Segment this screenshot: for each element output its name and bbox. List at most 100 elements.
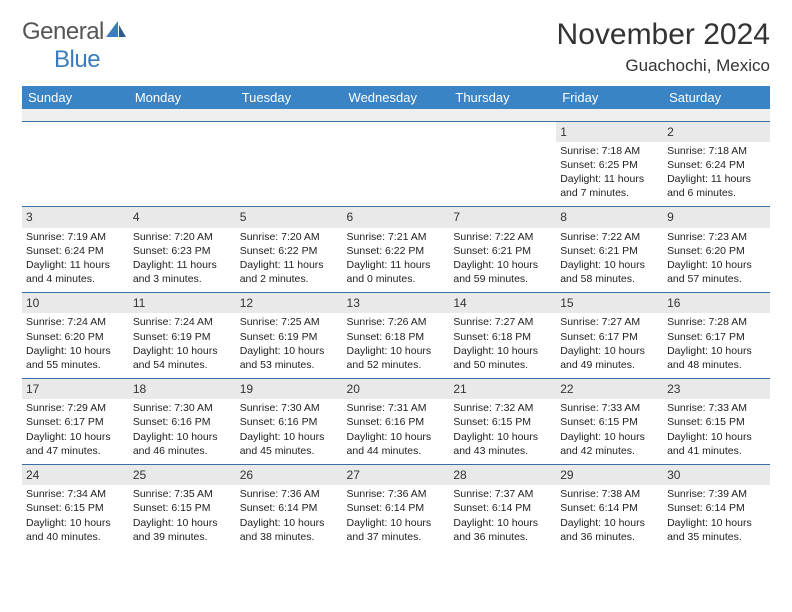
calendar-day-cell: 29Sunrise: 7:38 AMSunset: 6:14 PMDayligh… bbox=[556, 465, 663, 550]
calendar-day-cell: 6Sunrise: 7:21 AMSunset: 6:22 PMDaylight… bbox=[343, 207, 450, 293]
daylight-text-2: and 48 minutes. bbox=[667, 358, 766, 372]
daylight-text-2: and 6 minutes. bbox=[667, 186, 766, 200]
day-body: Sunrise: 7:19 AMSunset: 6:24 PMDaylight:… bbox=[22, 228, 129, 293]
daylight-text-2: and 36 minutes. bbox=[453, 530, 552, 544]
day-body: Sunrise: 7:29 AMSunset: 6:17 PMDaylight:… bbox=[22, 399, 129, 464]
calendar-day-cell: 12Sunrise: 7:25 AMSunset: 6:19 PMDayligh… bbox=[236, 293, 343, 379]
day-number: 12 bbox=[236, 293, 343, 313]
day-body: Sunrise: 7:20 AMSunset: 6:22 PMDaylight:… bbox=[236, 228, 343, 293]
calendar-empty-cell bbox=[343, 121, 450, 207]
sunset-text: Sunset: 6:21 PM bbox=[453, 244, 552, 258]
calendar-day-cell: 17Sunrise: 7:29 AMSunset: 6:17 PMDayligh… bbox=[22, 379, 129, 465]
sunrise-text: Sunrise: 7:22 AM bbox=[453, 230, 552, 244]
sunset-text: Sunset: 6:17 PM bbox=[560, 330, 659, 344]
location: Guachochi, Mexico bbox=[557, 56, 770, 76]
day-body: Sunrise: 7:20 AMSunset: 6:23 PMDaylight:… bbox=[129, 228, 236, 293]
sunset-text: Sunset: 6:16 PM bbox=[347, 415, 446, 429]
sunset-text: Sunset: 6:25 PM bbox=[560, 158, 659, 172]
day-body: Sunrise: 7:30 AMSunset: 6:16 PMDaylight:… bbox=[129, 399, 236, 464]
day-number: 4 bbox=[129, 207, 236, 227]
sunrise-text: Sunrise: 7:27 AM bbox=[453, 315, 552, 329]
sunset-text: Sunset: 6:17 PM bbox=[667, 330, 766, 344]
day-number: 30 bbox=[663, 465, 770, 485]
calendar-day-cell: 25 Sunrise: 7:35 AMSunset: 6:15 PMDayligh… bbox=[129, 465, 236, 550]
calendar-week-row: 10Sunrise: 7:24 AMSunset: 6:20 PMDayligh… bbox=[22, 293, 770, 379]
calendar-day-cell: 18Sunrise: 7:30 AMSunset: 6:16 PMDayligh… bbox=[129, 379, 236, 465]
sunrise-text: Sunrise: 7:30 AM bbox=[240, 401, 339, 415]
sunset-text: Sunset: 6:14 PM bbox=[453, 501, 552, 515]
daylight-text-1: Daylight: 10 hours bbox=[667, 430, 766, 444]
daylight-text-1: Daylight: 11 hours bbox=[26, 258, 125, 272]
sunrise-text: Sunrise: 7:33 AM bbox=[667, 401, 766, 415]
day-number: 18 bbox=[129, 379, 236, 399]
logo-text-blue: Blue bbox=[54, 46, 100, 73]
calendar-day-cell: 28Sunrise: 7:37 AMSunset: 6:14 PMDayligh… bbox=[449, 465, 556, 550]
sunrise-text: Sunrise: 7:18 AM bbox=[667, 144, 766, 158]
daylight-text-1: Daylight: 10 hours bbox=[453, 430, 552, 444]
calendar-day-cell: 15Sunrise: 7:27 AMSunset: 6:17 PMDayligh… bbox=[556, 293, 663, 379]
day-number: 17 bbox=[22, 379, 129, 399]
daylight-text-2: and 43 minutes. bbox=[453, 444, 552, 458]
day-number: 13 bbox=[343, 293, 450, 313]
calendar-day-cell: 20Sunrise: 7:31 AMSunset: 6:16 PMDayligh… bbox=[343, 379, 450, 465]
calendar-day-cell: 13Sunrise: 7:26 AMSunset: 6:18 PMDayligh… bbox=[343, 293, 450, 379]
sunrise-text: Sunrise: 7:35 AM bbox=[133, 487, 232, 501]
weekday-header: Saturday bbox=[663, 86, 770, 109]
daylight-text-1: Daylight: 10 hours bbox=[347, 516, 446, 530]
sunset-text: Sunset: 6:15 PM bbox=[667, 415, 766, 429]
daylight-text-2: and 58 minutes. bbox=[560, 272, 659, 286]
day-number: 11 bbox=[129, 293, 236, 313]
sunrise-text: Sunrise: 7:28 AM bbox=[667, 315, 766, 329]
day-body: Sunrise: 7:30 AMSunset: 6:16 PMDaylight:… bbox=[236, 399, 343, 464]
day-number: 10 bbox=[22, 293, 129, 313]
day-number: 28 bbox=[449, 465, 556, 485]
day-body: Sunrise: 7:24 AMSunset: 6:20 PMDaylight:… bbox=[22, 313, 129, 378]
weekday-header: Tuesday bbox=[236, 86, 343, 109]
day-number: 29 bbox=[556, 465, 663, 485]
day-body: Sunrise: 7:27 AMSunset: 6:18 PMDaylight:… bbox=[449, 313, 556, 378]
sunset-text: Sunset: 6:14 PM bbox=[560, 501, 659, 515]
calendar-day-cell: 10Sunrise: 7:24 AMSunset: 6:20 PMDayligh… bbox=[22, 293, 129, 379]
daylight-text-1: Daylight: 10 hours bbox=[26, 430, 125, 444]
sunset-text: Sunset: 6:20 PM bbox=[26, 330, 125, 344]
calendar-day-cell: 9Sunrise: 7:23 AMSunset: 6:20 PMDaylight… bbox=[663, 207, 770, 293]
sunrise-text: Sunrise: 7:32 AM bbox=[453, 401, 552, 415]
sunset-text: Sunset: 6:15 PM bbox=[133, 501, 232, 515]
day-number: 26 bbox=[236, 465, 343, 485]
day-body: Sunrise: 7:25 AMSunset: 6:19 PMDaylight:… bbox=[236, 313, 343, 378]
day-number: 25 bbox=[129, 465, 236, 485]
daylight-text-1: Daylight: 11 hours bbox=[560, 172, 659, 186]
day-body: Sunrise: 7:23 AMSunset: 6:20 PMDaylight:… bbox=[663, 228, 770, 293]
weekday-header: Sunday bbox=[22, 86, 129, 109]
sunset-text: Sunset: 6:22 PM bbox=[347, 244, 446, 258]
daylight-text-1: Daylight: 10 hours bbox=[560, 344, 659, 358]
sunrise-text: Sunrise: 7:22 AM bbox=[560, 230, 659, 244]
sunrise-text: Sunrise: 7:24 AM bbox=[26, 315, 125, 329]
daylight-text-1: Daylight: 11 hours bbox=[133, 258, 232, 272]
daylight-text-1: Daylight: 10 hours bbox=[560, 516, 659, 530]
day-body: Sunrise: 7:18 AMSunset: 6:24 PMDaylight:… bbox=[663, 142, 770, 207]
daylight-text-1: Daylight: 10 hours bbox=[26, 516, 125, 530]
title-block: November 2024 Guachochi, Mexico bbox=[557, 18, 770, 76]
sunrise-text: Sunrise: 7:20 AM bbox=[133, 230, 232, 244]
daylight-text-2: and 42 minutes. bbox=[560, 444, 659, 458]
daylight-text-2: and 53 minutes. bbox=[240, 358, 339, 372]
calendar-week-row: 24Sunrise: 7:34 AMSunset: 6:15 PMDayligh… bbox=[22, 465, 770, 550]
sunset-text: Sunset: 6:20 PM bbox=[667, 244, 766, 258]
sunrise-text: Sunrise: 7:26 AM bbox=[347, 315, 446, 329]
daylight-text-1: Daylight: 10 hours bbox=[133, 516, 232, 530]
daylight-text-1: Daylight: 10 hours bbox=[133, 344, 232, 358]
sunrise-text: Sunrise: 7:30 AM bbox=[133, 401, 232, 415]
daylight-text-1: Daylight: 11 hours bbox=[347, 258, 446, 272]
logo: General Blue bbox=[22, 18, 128, 74]
sunset-text: Sunset: 6:23 PM bbox=[133, 244, 232, 258]
daylight-text-1: Daylight: 10 hours bbox=[133, 430, 232, 444]
calendar-day-cell: 5Sunrise: 7:20 AMSunset: 6:22 PMDaylight… bbox=[236, 207, 343, 293]
calendar-day-cell: 16Sunrise: 7:28 AMSunset: 6:17 PMDayligh… bbox=[663, 293, 770, 379]
daylight-text-2: and 49 minutes. bbox=[560, 358, 659, 372]
day-number: 8 bbox=[556, 207, 663, 227]
daylight-text-2: and 38 minutes. bbox=[240, 530, 339, 544]
calendar-empty-cell bbox=[236, 121, 343, 207]
calendar-day-cell: 1Sunrise: 7:18 AMSunset: 6:25 PMDaylight… bbox=[556, 121, 663, 207]
sunrise-text: Sunrise: 7:18 AM bbox=[560, 144, 659, 158]
